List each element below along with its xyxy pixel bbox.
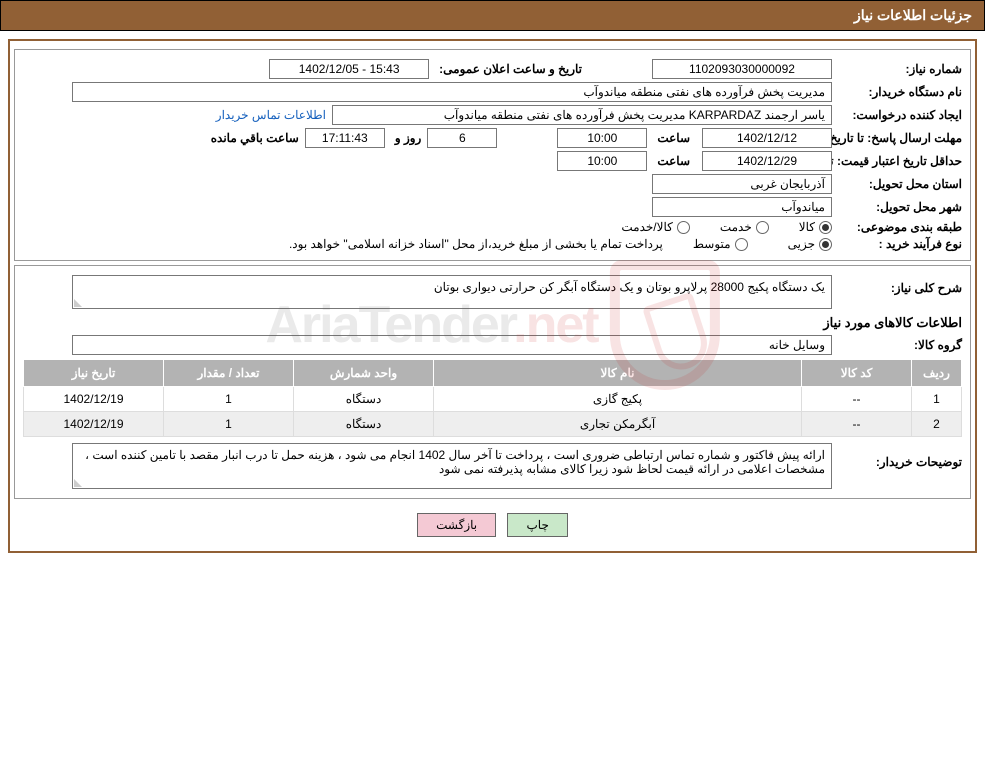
buyer-notes-label: توضیحات خریدار: xyxy=(832,443,962,469)
group-value: وسایل خانه xyxy=(72,335,832,355)
table-cell: دستگاه xyxy=(294,387,434,412)
table-row: 2--آبگرمکن تجاریدستگاه11402/12/19 xyxy=(24,412,962,437)
deadline-time: 10:00 xyxy=(557,128,647,148)
th-row: ردیف xyxy=(912,360,962,387)
print-button[interactable]: چاپ xyxy=(507,513,567,537)
items-title: اطلاعات کالاهای مورد نیاز xyxy=(23,315,962,331)
row-buyer-notes: توضیحات خریدار: ارائه پیش فاکتور و شماره… xyxy=(23,443,962,489)
page-title-bar: جزئیات اطلاعات نیاز xyxy=(0,0,985,31)
need-no-label: شماره نیاز: xyxy=(832,62,962,76)
table-header-row: ردیف کد کالا نام کالا واحد شمارش تعداد /… xyxy=(24,360,962,387)
resize-handle-icon[interactable] xyxy=(74,477,84,487)
table-cell: دستگاه xyxy=(294,412,434,437)
process-note: پرداخت تمام یا بخشی از مبلغ خرید،از محل … xyxy=(289,237,663,251)
process-radio-group: جزیی متوسط xyxy=(693,237,832,251)
radio-goods-service-label: کالا/خدمت xyxy=(621,220,672,234)
row-need-no: شماره نیاز: 1102093030000092 تاریخ و ساع… xyxy=(23,59,962,79)
buyer-contact-link[interactable]: اطلاعات تماس خریدار xyxy=(216,108,326,122)
buyer-notes-content: ارائه پیش فاکتور و شماره تماس ارتباطی ضر… xyxy=(85,448,825,476)
radio-goods-service[interactable]: کالا/خدمت xyxy=(621,220,689,234)
row-process: نوع فرآیند خرید : جزیی متوسط پرداخت تمام… xyxy=(23,237,962,251)
details-panel: شماره نیاز: 1102093030000092 تاریخ و ساع… xyxy=(14,49,971,261)
remaining-label: ساعت باقي مانده xyxy=(207,131,299,145)
radio-medium[interactable]: متوسط xyxy=(693,237,748,251)
table-cell: -- xyxy=(802,387,912,412)
items-panel: شرح کلی نیاز: یک دستگاه پکیج 28000 پرلاپ… xyxy=(14,265,971,499)
row-validity: حداقل تاریخ اعتبار قیمت: تا تاریخ: 1402/… xyxy=(23,151,962,171)
deadline-date: 1402/12/12 xyxy=(702,128,832,148)
row-group: گروه کالا: وسایل خانه xyxy=(23,335,962,355)
announce-value: 1402/12/05 - 15:43 xyxy=(269,59,429,79)
creator-value: یاسر ارجمند KARPARDAZ مدیریت پخش فرآورده… xyxy=(332,105,832,125)
radio-goods-label: کالا xyxy=(799,220,815,234)
table-cell: 1402/12/19 xyxy=(24,412,164,437)
deadline-time-label: ساعت xyxy=(653,131,690,145)
radio-partial-label: جزیی xyxy=(788,237,815,251)
buyer-org-value: مدیریت پخش فرآورده های نفتی منطقه میاندو… xyxy=(72,82,832,102)
row-province: استان محل تحویل: آذربایجان غربی xyxy=(23,174,962,194)
main-panel: شماره نیاز: 1102093030000092 تاریخ و ساع… xyxy=(8,39,977,553)
table-cell: 1 xyxy=(164,387,294,412)
radio-service[interactable]: خدمت xyxy=(720,220,769,234)
radio-icon xyxy=(677,221,690,234)
announce-label: تاریخ و ساعت اعلان عمومی: xyxy=(435,62,582,76)
row-desc: شرح کلی نیاز: یک دستگاه پکیج 28000 پرلاپ… xyxy=(23,275,962,309)
row-creator: ایجاد کننده درخواست: یاسر ارجمند KARPARD… xyxy=(23,105,962,125)
radio-icon xyxy=(735,238,748,251)
time-remaining: 17:11:43 xyxy=(305,128,385,148)
city-label: شهر محل تحویل: xyxy=(832,200,962,214)
desc-label: شرح کلی نیاز: xyxy=(832,275,962,295)
category-radio-group: کالا خدمت کالا/خدمت xyxy=(621,220,832,234)
province-label: استان محل تحویل: xyxy=(832,177,962,191)
table-cell: 2 xyxy=(912,412,962,437)
row-deadline: مهلت ارسال پاسخ: تا تاریخ: 1402/12/12 سا… xyxy=(23,128,962,148)
radio-icon xyxy=(819,238,832,251)
group-label: گروه کالا: xyxy=(832,338,962,352)
need-no-value: 1102093030000092 xyxy=(652,59,832,79)
row-category: طبقه بندی موضوعی: کالا خدمت کالا/خدمت xyxy=(23,220,962,234)
table-cell: آبگرمکن تجاری xyxy=(434,412,802,437)
page-title: جزئیات اطلاعات نیاز xyxy=(854,7,972,23)
th-date: تاریخ نیاز xyxy=(24,360,164,387)
back-button[interactable]: بازگشت xyxy=(417,513,496,537)
table-cell: 1402/12/19 xyxy=(24,387,164,412)
th-code: کد کالا xyxy=(802,360,912,387)
buyer-org-label: نام دستگاه خریدار: xyxy=(832,85,962,99)
desc-content: یک دستگاه پکیج 28000 پرلاپرو بوتان و یک … xyxy=(434,280,825,294)
radio-goods[interactable]: کالا xyxy=(799,220,832,234)
button-row: چاپ بازگشت xyxy=(14,503,971,547)
validity-time: 10:00 xyxy=(557,151,647,171)
buyer-notes-text: ارائه پیش فاکتور و شماره تماس ارتباطی ضر… xyxy=(72,443,832,489)
table-row: 1--پکیج گازیدستگاه11402/12/19 xyxy=(24,387,962,412)
items-table: ردیف کد کالا نام کالا واحد شمارش تعداد /… xyxy=(23,359,962,437)
radio-medium-label: متوسط xyxy=(693,237,731,251)
th-name: نام کالا xyxy=(434,360,802,387)
table-cell: پکیج گازی xyxy=(434,387,802,412)
deadline-label: مهلت ارسال پاسخ: تا تاریخ: xyxy=(832,131,962,145)
radio-partial[interactable]: جزیی xyxy=(788,237,832,251)
province-value: آذربایجان غربی xyxy=(652,174,832,194)
resize-handle-icon[interactable] xyxy=(74,297,84,307)
radio-icon xyxy=(819,221,832,234)
th-unit: واحد شمارش xyxy=(294,360,434,387)
row-buyer-org: نام دستگاه خریدار: مدیریت پخش فرآورده ها… xyxy=(23,82,962,102)
creator-label: ایجاد کننده درخواست: xyxy=(832,108,962,122)
days-remaining: 6 xyxy=(427,128,497,148)
radio-icon xyxy=(756,221,769,234)
table-cell: 1 xyxy=(912,387,962,412)
th-qty: تعداد / مقدار xyxy=(164,360,294,387)
app-window: AriaTender.net جزئیات اطلاعات نیاز شماره… xyxy=(0,0,985,759)
category-label: طبقه بندی موضوعی: xyxy=(832,220,962,234)
process-label: نوع فرآیند خرید : xyxy=(832,237,962,251)
row-city: شهر محل تحویل: میاندوآب xyxy=(23,197,962,217)
validity-time-label: ساعت xyxy=(653,154,690,168)
radio-service-label: خدمت xyxy=(720,220,752,234)
table-cell: -- xyxy=(802,412,912,437)
desc-text: یک دستگاه پکیج 28000 پرلاپرو بوتان و یک … xyxy=(72,275,832,309)
table-cell: 1 xyxy=(164,412,294,437)
city-value: میاندوآب xyxy=(652,197,832,217)
days-word: روز و xyxy=(391,131,422,145)
validity-date: 1402/12/29 xyxy=(702,151,832,171)
